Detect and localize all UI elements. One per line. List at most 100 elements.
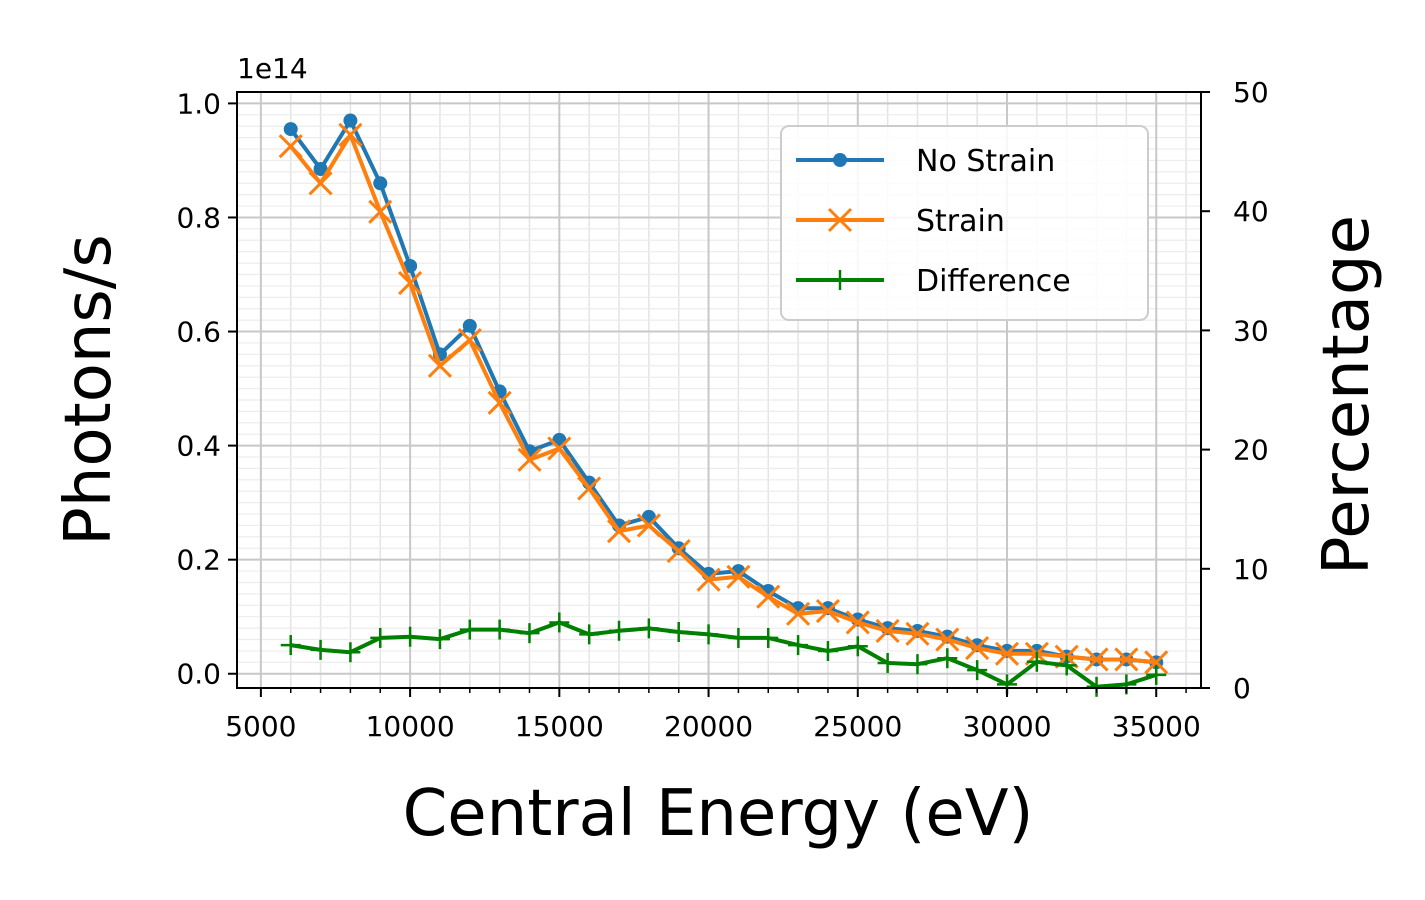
series-difference-point [1056, 655, 1077, 676]
legend-label-no-strain: No Strain [916, 144, 1055, 179]
series-strain-point [696, 567, 721, 592]
series-strain-point [427, 353, 453, 378]
series-difference-point [817, 641, 838, 662]
series-strain-point [606, 519, 632, 544]
series-strain-point [1084, 647, 1109, 672]
series-strain-point [786, 601, 811, 626]
series-no-strain-point [462, 318, 477, 333]
y-tick-label: 0.4 [176, 430, 221, 463]
series-no-strain-point [403, 258, 418, 273]
series-strain-marker-stroke [577, 476, 602, 501]
series-strain-marker-stroke [875, 618, 900, 644]
series-no-strain-point [373, 176, 388, 191]
series-difference-point [400, 626, 421, 647]
y2-tick-label: 40 [1233, 195, 1269, 228]
series-difference-point [1026, 651, 1047, 672]
series-strain-marker-stroke [547, 436, 572, 461]
series-difference-point [668, 621, 689, 642]
x-axis-label: Central Energy (eV) [403, 777, 1034, 851]
series-difference-point [1086, 676, 1107, 697]
ticks: 5000 10000 15000 20000 25000 30000 35000 0.0 0.2… [176, 76, 1268, 743]
series-strain-point [547, 436, 572, 461]
x-tick-label: 15000 [515, 710, 604, 743]
series-difference-point [370, 627, 391, 648]
y2-tick-label: 20 [1233, 434, 1269, 467]
series-strain-point [308, 171, 333, 196]
legend-entry-no-strain: No Strain [796, 144, 1055, 179]
series-no-strain-point [313, 161, 328, 176]
series-difference-point [489, 619, 510, 640]
series-difference-point [847, 636, 868, 657]
series-difference-point [459, 619, 480, 640]
series-difference-point [877, 652, 898, 673]
plot-frame [236, 91, 1202, 689]
series-strain-marker-stroke [786, 601, 811, 626]
x-tick-label: 30000 [962, 710, 1051, 743]
y-tick-label: 1.0 [176, 87, 221, 120]
series-strain-point [487, 390, 512, 415]
legend-no-strain-point [833, 153, 847, 167]
series-strain-marker-stroke [726, 564, 751, 589]
series-strain-marker-stroke [696, 567, 721, 592]
legend-frame [780, 125, 1149, 321]
series-strain-point [815, 598, 840, 624]
series-strain-marker-stroke [338, 122, 363, 147]
series-strain-point [935, 627, 960, 652]
y2-tick-label: 30 [1233, 314, 1269, 347]
series-strain-marker-stroke [636, 513, 661, 538]
series-strain-marker-stroke [487, 390, 512, 415]
legend-entry-difference: Difference [796, 264, 1071, 299]
series-strain-point [1114, 647, 1139, 672]
series-difference-point [638, 618, 659, 639]
y2-tick-label: 0 [1233, 672, 1251, 705]
series-strain-point [845, 610, 870, 635]
legend-strain-marker-stroke [827, 207, 853, 233]
series-strain-point [905, 621, 930, 646]
legend-difference-point [830, 270, 850, 290]
series-strain-point [398, 271, 423, 296]
series-layer [278, 113, 1169, 697]
series-no-strain-point [283, 122, 298, 137]
y-tick-label: 0.6 [176, 316, 221, 349]
series-strain-point [338, 122, 363, 147]
legend: No Strain Strain Difference [780, 125, 1149, 321]
series-strain-point [666, 539, 691, 564]
y-offset-label: 1e14 [237, 52, 308, 85]
series-strain-point [636, 513, 661, 538]
x-tick-label: 10000 [366, 710, 455, 743]
series-difference-point [788, 635, 809, 656]
series-difference-point [937, 648, 958, 669]
series-strain-point [994, 641, 1020, 666]
series-difference-point [1146, 664, 1167, 685]
legend-strain-point [827, 207, 853, 233]
series-strain-marker-stroke [666, 539, 691, 564]
series-strain-marker-stroke [935, 627, 960, 652]
series-difference-point [429, 629, 450, 650]
series-strain-marker-stroke [756, 584, 781, 609]
series-difference-point [549, 612, 570, 633]
series-strain-marker-stroke [427, 353, 453, 378]
series-strain-point [726, 564, 751, 589]
y-tick-label: 0.8 [176, 201, 221, 234]
series-difference-point [280, 635, 301, 656]
series-strain-marker-stroke [1144, 650, 1169, 675]
series-strain-marker-stroke [965, 636, 990, 661]
legend-label-difference: Difference [916, 264, 1071, 299]
series-difference-point [310, 639, 331, 660]
series-difference-point [579, 624, 600, 645]
series-strain-marker-stroke [517, 447, 542, 472]
series-strain-marker-stroke [905, 621, 930, 646]
series-difference-point [758, 627, 779, 648]
series-strain-marker-stroke [368, 199, 393, 224]
series-strain [278, 122, 1169, 675]
x-tick-label: 20000 [664, 710, 753, 743]
series-strain-marker-stroke [845, 610, 870, 635]
series-strain-point [577, 476, 602, 501]
series-strain-point [517, 447, 542, 472]
series-difference-point [967, 660, 988, 681]
series-strain-point [875, 618, 900, 644]
series-strain-marker-stroke [398, 271, 423, 296]
y2-tick-label: 50 [1233, 76, 1269, 109]
series-strain-marker-stroke [606, 519, 632, 544]
series-difference-point [519, 623, 540, 644]
